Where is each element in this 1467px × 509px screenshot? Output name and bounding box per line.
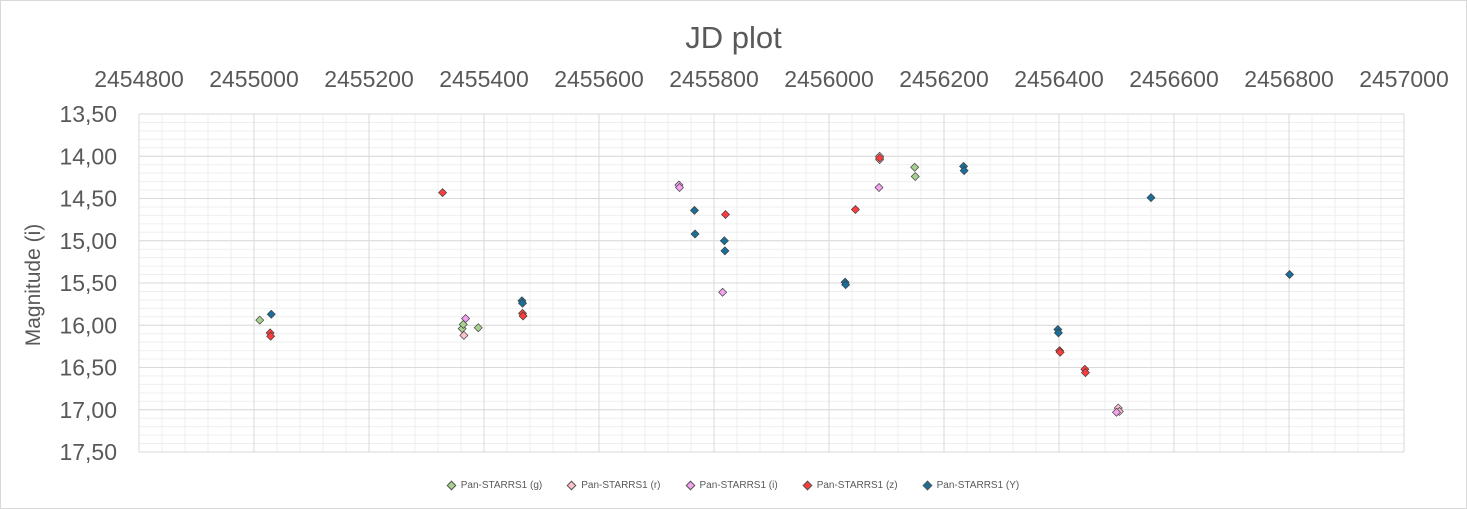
x-tick-label: 2456600 xyxy=(1129,66,1219,92)
data-point-series-5 xyxy=(959,166,969,176)
legend: Pan-STARRS1 (g) Pan-STARRS1 (r) Pan-STARRS… xyxy=(0,480,1467,491)
legend-item-1: Pan-STARRS1 (g) xyxy=(446,480,543,491)
legend-label: Pan-STARRS1 (r) xyxy=(581,480,661,491)
data-point-series-1 xyxy=(255,315,265,325)
legend-label: Pan-STARRS1 (i) xyxy=(699,480,778,491)
data-point-series-3 xyxy=(461,313,471,323)
data-point-series-4 xyxy=(721,210,730,220)
data-point-series-4 xyxy=(850,204,860,214)
data-point-series-3 xyxy=(874,183,884,193)
data-point-series-5 xyxy=(1146,193,1156,203)
data-point-series-2 xyxy=(459,330,469,340)
data-point-series-5 xyxy=(841,280,851,290)
y-tick-label: 16,00 xyxy=(59,312,117,338)
y-tick-label: 16,50 xyxy=(59,355,117,381)
legend-marker xyxy=(922,480,933,491)
x-tick-label: 2456800 xyxy=(1244,66,1334,92)
y-tick-label: 15,00 xyxy=(59,228,117,254)
legend-item-5: Pan-STARRS1 (Y) xyxy=(922,480,1020,491)
y-tick-label: 14,50 xyxy=(59,186,117,212)
legend-item-3: Pan-STARRS1 (i) xyxy=(685,480,778,491)
x-tick-label: 2454800 xyxy=(94,66,184,92)
y-tick-label: 13,50 xyxy=(59,101,117,127)
data-point-series-5 xyxy=(1053,328,1063,338)
y-tick-label: 17,50 xyxy=(59,439,117,465)
legend-marker xyxy=(685,480,695,491)
data-point-series-4 xyxy=(518,311,528,321)
x-tick-label: 2455200 xyxy=(324,66,414,92)
data-point-series-5 xyxy=(518,298,528,308)
x-tick-label: 2457000 xyxy=(1359,66,1449,92)
legend-marker xyxy=(446,480,457,491)
data-point-series-4 xyxy=(266,331,276,341)
data-point-series-5 xyxy=(266,309,276,319)
y-tick-label: 14,00 xyxy=(59,143,117,169)
x-tick-label: 2456200 xyxy=(899,66,989,92)
data-point-series-5 xyxy=(689,205,699,215)
data-point-series-5 xyxy=(1285,270,1295,280)
data-point-series-4 xyxy=(1055,347,1065,357)
x-tick-label: 2455400 xyxy=(439,66,529,92)
legend-label: Pan-STARRS1 (z) xyxy=(816,480,898,491)
data-point-series-3 xyxy=(1112,407,1121,417)
data-point-series-3 xyxy=(718,287,728,297)
y-tick-label: 17,00 xyxy=(59,397,117,423)
legend-item-4: Pan-STARRS1 (z) xyxy=(802,480,898,491)
legend-label: Pan-STARRS1 (Y) xyxy=(936,480,1020,491)
data-point-series-1 xyxy=(473,323,483,333)
x-tick-label: 2455600 xyxy=(554,66,644,92)
data-point-series-5 xyxy=(719,236,729,246)
y-tick-label: 15,50 xyxy=(59,270,117,296)
data-point-series-4 xyxy=(1080,368,1090,378)
x-tick-label: 2455800 xyxy=(669,66,759,92)
legend-item-2: Pan-STARRS1 (r) xyxy=(566,480,661,491)
data-point-series-4 xyxy=(875,153,885,163)
data-point-series-1 xyxy=(910,172,920,182)
legend-marker xyxy=(566,480,577,491)
x-tick-label: 2455000 xyxy=(209,66,299,92)
x-tick-label: 2456400 xyxy=(1014,66,1104,92)
data-point-series-5 xyxy=(690,229,700,239)
data-point-series-5 xyxy=(720,246,730,256)
legend-label: Pan-STARRS1 (g) xyxy=(460,480,543,491)
data-point-series-1 xyxy=(910,162,920,172)
data-point-series-3 xyxy=(675,183,684,193)
chart-title: JD plot xyxy=(685,20,782,55)
legend-marker xyxy=(802,480,813,491)
data-point-series-4 xyxy=(438,188,448,198)
x-tick-label: 2456000 xyxy=(784,66,874,92)
